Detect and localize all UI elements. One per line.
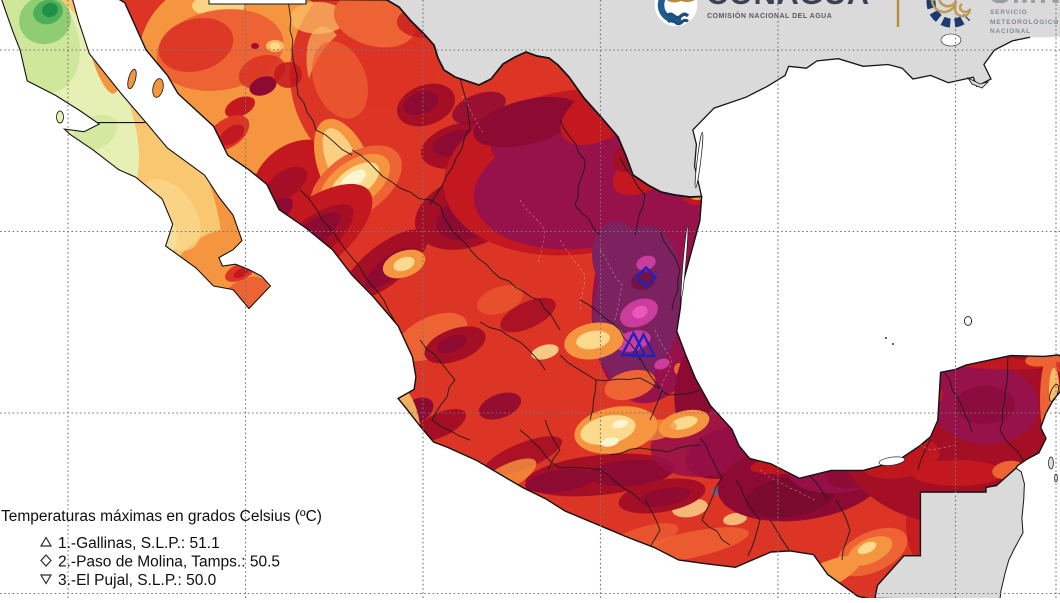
- svg-text:SMN: SMN: [990, 0, 1060, 10]
- svg-text:NACIONAL: NACIONAL: [990, 28, 1031, 35]
- svg-text:SERVICIO: SERVICIO: [990, 9, 1028, 16]
- svg-text:METEOROLÓGICO: METEOROLÓGICO: [990, 17, 1059, 26]
- svg-text:CONAGUA: CONAGUA: [706, 0, 870, 11]
- svg-text:COMISIÓN NACIONAL DEL AGUA: COMISIÓN NACIONAL DEL AGUA: [707, 11, 832, 20]
- svg-text:Temperaturas máximas en grados: Temperaturas máximas en grados Celsius (…: [1, 508, 322, 525]
- svg-text:1.-Gallinas, S.L.P.: 51.1: 1.-Gallinas, S.L.P.: 51.1: [58, 535, 220, 552]
- svg-text:3.-El Pujal, S.L.P.: 50.0: 3.-El Pujal, S.L.P.: 50.0: [58, 572, 217, 589]
- svg-text:2.-Paso de Molina, Tamps.: 50.: 2.-Paso de Molina, Tamps.: 50.5: [58, 554, 280, 571]
